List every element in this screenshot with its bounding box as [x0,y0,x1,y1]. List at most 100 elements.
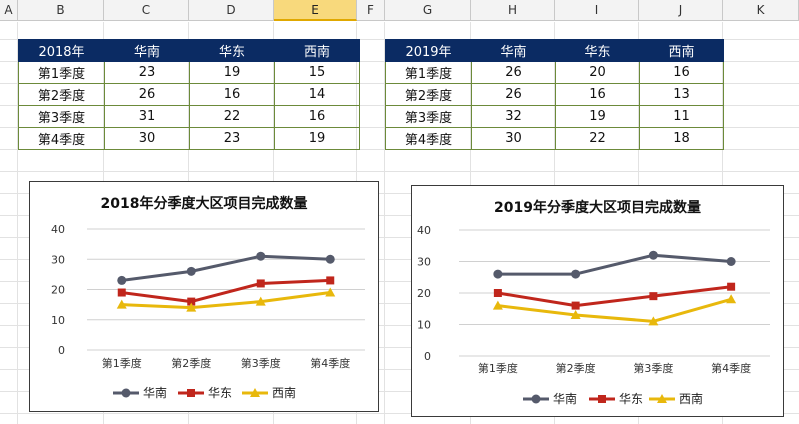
data-point [117,288,126,297]
y-tick-label: 20 [417,287,431,300]
legend-label: 华南 [553,391,577,406]
chart-2018[interactable]: 2018年分季度大区项目完成数量 0 10 20 30 40 第1季度 第2季度 第3季度 第4… [29,181,379,412]
legend-label: 西南 [272,385,296,400]
series-line [497,285,732,308]
data-point [326,276,335,285]
chart-title: 2018年分季度大区项目完成数量 [100,196,308,212]
data-point [648,316,659,326]
column-header-e[interactable]: E [274,0,357,21]
table-cell[interactable]: 第4季度 [18,127,105,150]
data-point [187,297,196,306]
table-row: 第3季度 31 22 16 [18,105,360,128]
x-tick-label: 第1季度 [102,356,142,370]
column-header-d[interactable]: D [189,0,274,21]
series-line [121,291,331,310]
table-cell[interactable]: 30 [471,127,556,150]
table-cell[interactable]: 16 [639,61,724,84]
data-point [325,254,335,264]
legend-label: 华东 [208,386,232,400]
table-cell[interactable]: 15 [274,61,360,84]
table-cell[interactable]: 11 [639,105,724,128]
table-row: 第3季度 32 19 11 [385,105,724,128]
table-header-cell[interactable]: 华南 [104,39,190,62]
series-line [121,278,331,304]
column-header-k[interactable]: K [723,0,799,21]
column-header-i[interactable]: I [555,0,639,21]
column-header-g[interactable]: G [385,0,471,21]
column-header-b[interactable]: B [18,0,104,21]
table-cell[interactable]: 32 [471,105,556,128]
x-tick-label: 第4季度 [310,356,350,370]
table-cell[interactable]: 26 [471,83,556,106]
y-tick-label: 20 [51,284,65,297]
table-cell[interactable]: 16 [189,83,275,106]
table-header-cell[interactable]: 华南 [471,39,556,62]
table-row: 第2季度 26 16 13 [385,83,724,106]
chart-title: 2019年分季度大区项目完成数量 [494,200,701,216]
table-cell[interactable]: 23 [104,61,190,84]
table-cell[interactable]: 22 [555,127,640,150]
table-cell[interactable]: 23 [189,127,275,150]
column-header-c[interactable]: C [104,0,189,21]
y-tick-label: 10 [51,314,65,327]
table-cell[interactable]: 14 [274,83,360,106]
legend-marker [121,388,131,398]
table-cell[interactable]: 第2季度 [385,83,472,106]
table-cell[interactable]: 22 [189,105,275,128]
column-header-h[interactable]: H [471,0,555,21]
x-tick-label: 第2季度 [171,356,211,370]
series-line [497,253,732,276]
table-header-cell[interactable]: 西南 [274,39,360,62]
table-cell[interactable]: 19 [189,61,275,84]
table-header-cell[interactable]: 2019年 [385,39,472,62]
y-tick-label: 10 [417,319,431,332]
table-cell[interactable]: 19 [274,127,360,150]
table-cell[interactable]: 18 [639,127,724,150]
table-cell[interactable]: 第3季度 [18,105,105,128]
table-cell[interactable]: 第3季度 [385,105,472,128]
table-cell[interactable]: 30 [104,127,190,150]
table-header-cell[interactable]: 华东 [189,39,275,62]
legend-marker [187,389,195,397]
x-tick-label: 第4季度 [711,361,751,375]
data-point [492,300,503,310]
table-header-row: 2019年 华南 华东 西南 [385,39,724,62]
table-cell[interactable]: 19 [555,105,640,128]
table-2018: 2018年 华南 华东 西南 第1季度 23 19 15 第2季度 26 16 … [18,39,360,150]
table-cell[interactable]: 第2季度 [18,83,105,106]
data-point [186,266,196,276]
column-header-f[interactable]: F [357,0,385,21]
data-point [325,287,336,297]
y-tick-label: 40 [417,224,431,237]
data-point [648,250,658,260]
table-cell[interactable]: 16 [274,105,360,128]
table-row: 第4季度 30 22 18 [385,127,724,150]
data-point [493,269,503,279]
table-cell[interactable]: 第1季度 [385,61,472,84]
table-cell[interactable]: 第4季度 [385,127,472,150]
table-cell[interactable]: 31 [104,105,190,128]
x-tick-label: 第3季度 [633,361,673,375]
table-cell[interactable]: 第1季度 [18,61,105,84]
data-point [571,301,580,310]
legend-label: 西南 [679,391,703,406]
table-cell[interactable]: 13 [639,83,724,106]
table-cell[interactable]: 20 [555,61,640,84]
series-line [497,297,732,323]
column-header-row: A B C D E F G H I J K [0,0,799,22]
table-cell[interactable]: 16 [555,83,640,106]
table-header-cell[interactable]: 西南 [639,39,724,62]
data-point [186,302,197,312]
chart-2019[interactable]: 2019年分季度大区项目完成数量 0 10 20 30 40 第1季度 第2季度 第3季度 第4… [411,185,784,417]
data-point [493,289,502,297]
table-header-cell[interactable]: 2018年 [18,39,105,62]
column-header-j[interactable]: J [639,0,723,21]
y-tick-label: 0 [424,350,431,363]
table-cell[interactable]: 26 [104,83,190,106]
table-header-cell[interactable]: 华东 [555,39,640,62]
column-header-a[interactable]: A [0,0,18,21]
data-point [649,292,658,301]
table-cell[interactable]: 26 [471,61,556,84]
